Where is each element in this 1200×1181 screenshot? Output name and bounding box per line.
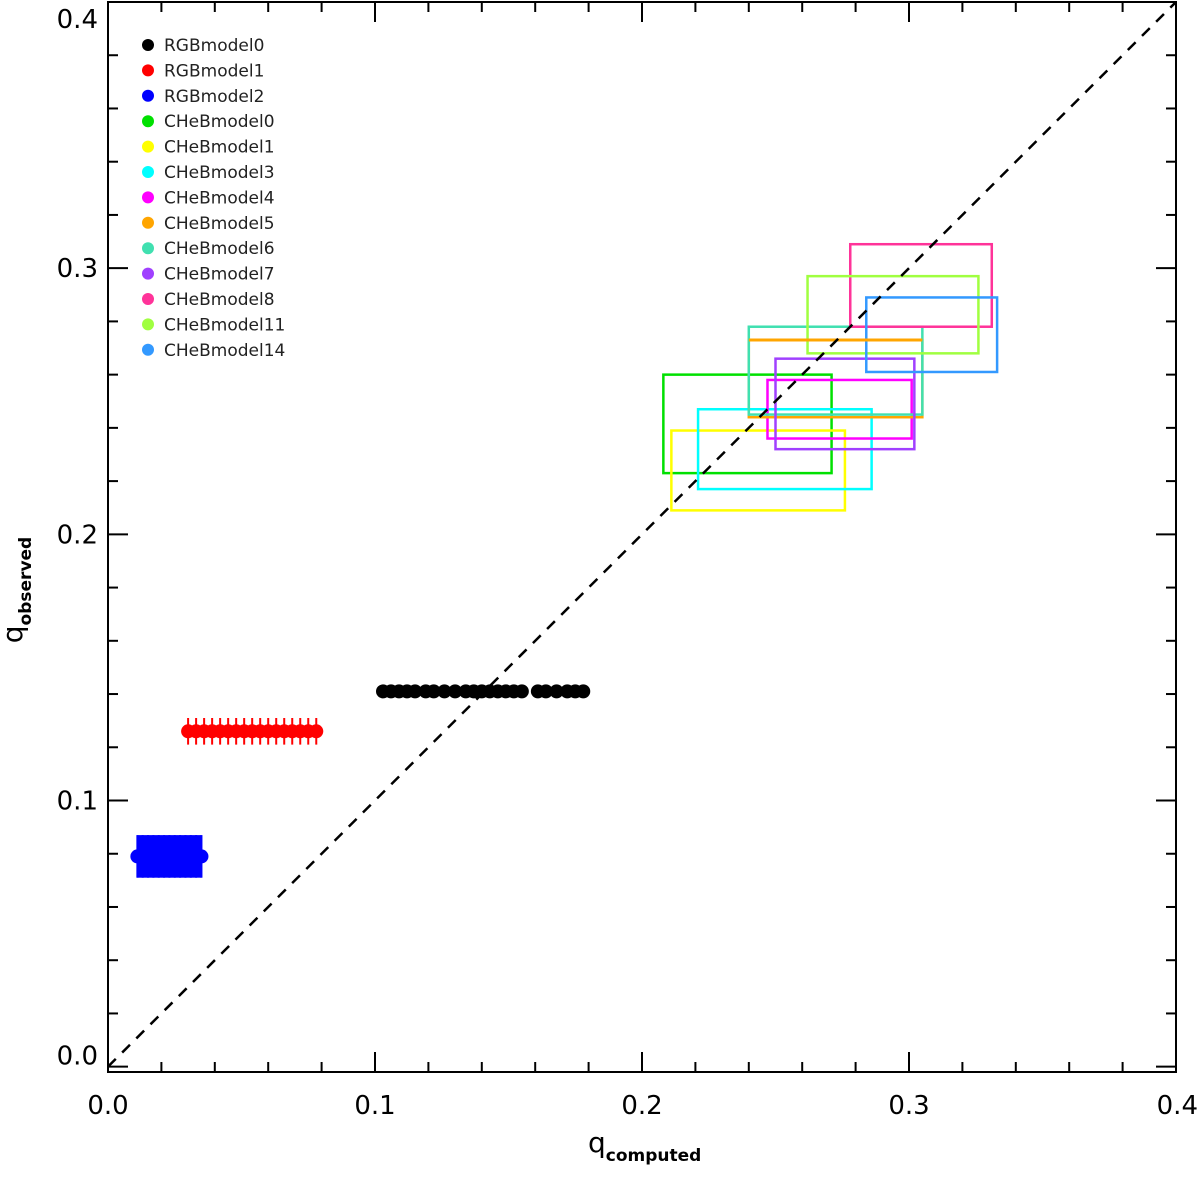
y-tick-label: 0.4 bbox=[57, 5, 98, 35]
box-chebmodel14 bbox=[865, 296, 999, 374]
x-tick-label: 0.4 bbox=[1157, 1091, 1198, 1121]
y-axis-label-main: q bbox=[0, 625, 29, 643]
legend-label-chebmodel1: CHeBmodel1 bbox=[164, 138, 275, 158]
point-rgbmodel0 bbox=[514, 684, 529, 699]
legend-marker-chebmodel11 bbox=[142, 318, 154, 331]
y-tick-label: 0.2 bbox=[57, 520, 98, 550]
point-rgbmodel0 bbox=[408, 684, 423, 699]
x-tick-labels: 0.0 0.1 0.2 0.3 0.4 bbox=[87, 1091, 1198, 1121]
legend-label-chebmodel4: CHeBmodel4 bbox=[164, 188, 275, 208]
legend-label-rgbmodel2: RGBmodel2 bbox=[164, 87, 264, 107]
box-chebmodel11 bbox=[806, 274, 980, 355]
box-chebmodel6 bbox=[747, 325, 924, 416]
legend-marker-chebmodel6 bbox=[142, 242, 154, 255]
legend-label-chebmodel6: CHeBmodel6 bbox=[164, 239, 275, 259]
legend-marker-chebmodel4 bbox=[142, 191, 154, 204]
axis-ticks bbox=[107, 1, 1177, 1072]
legend-marker-chebmodel3 bbox=[142, 166, 154, 178]
x-tick-label: 0.1 bbox=[354, 1091, 395, 1121]
legend-marker-chebmodel8 bbox=[142, 293, 154, 305]
legend-marker-chebmodel14 bbox=[142, 343, 154, 356]
box-chebmodel7 bbox=[774, 357, 916, 451]
legend-label-chebmodel11: CHeBmodel11 bbox=[164, 315, 285, 335]
x-tick-label: 0.3 bbox=[888, 1091, 929, 1121]
box-chebmodel0 bbox=[662, 373, 833, 475]
legend-marker-rgbmodel0 bbox=[142, 39, 154, 51]
point-rgbmodel0 bbox=[549, 684, 564, 699]
legend-label-chebmodel14: CHeBmodel14 bbox=[164, 341, 285, 361]
legend-marker-rgbmodel1 bbox=[142, 64, 154, 77]
point-rgbmodel1 bbox=[309, 724, 324, 739]
box-chebmodel4 bbox=[766, 378, 913, 440]
x-axis-label: qcomputed bbox=[588, 1126, 701, 1166]
point-rgbmodel0 bbox=[448, 684, 463, 699]
box-chebmodel8 bbox=[849, 242, 994, 328]
legend-label-chebmodel3: CHeBmodel3 bbox=[164, 163, 275, 183]
x-tick-label: 0.0 bbox=[87, 1091, 128, 1121]
legend-label-rgbmodel0: RGBmodel0 bbox=[164, 36, 264, 56]
legend-label-chebmodel7: CHeBmodel7 bbox=[164, 265, 275, 285]
y-tick-labels: 0.0 0.1 0.2 0.3 0.4 bbox=[57, 5, 98, 1072]
legend-marker-rgbmodel2 bbox=[142, 89, 154, 102]
x-axis-label-sub: computed bbox=[606, 1146, 702, 1166]
errorband-rgbmodel2 bbox=[137, 835, 202, 878]
legend-label-chebmodel8: CHeBmodel8 bbox=[164, 290, 275, 310]
legend: RGBmodel0 RGBmodel1 RGBmodel2 CHeBmodel0 CHe… bbox=[142, 36, 285, 361]
y-axis-label: qobserved bbox=[0, 537, 36, 643]
y-axis-label-sub: observed bbox=[16, 537, 36, 626]
y-tick-label: 0.3 bbox=[57, 254, 98, 284]
point-rgbmodel0 bbox=[437, 684, 452, 699]
point-rgbmodel0 bbox=[538, 684, 553, 699]
legend-marker-chebmodel7 bbox=[142, 267, 154, 280]
legend-marker-chebmodel1 bbox=[142, 140, 154, 153]
legend-label-chebmodel0: CHeBmodel0 bbox=[164, 112, 275, 132]
legend-label-rgbmodel1: RGBmodel1 bbox=[164, 61, 264, 81]
box-chebmodel1 bbox=[670, 429, 847, 512]
y-tick-label: 0.1 bbox=[57, 787, 98, 817]
point-rgbmodel0 bbox=[576, 684, 591, 699]
legend-marker-chebmodel5 bbox=[142, 216, 154, 229]
legend-marker-chebmodel0 bbox=[142, 115, 154, 128]
y-tick-label: 0.0 bbox=[57, 1042, 98, 1072]
point-rgbmodel0 bbox=[426, 684, 441, 699]
x-axis-label-main: q bbox=[588, 1126, 606, 1159]
x-tick-label: 0.2 bbox=[621, 1091, 662, 1121]
rgb-model-points bbox=[130, 684, 591, 878]
legend-label-chebmodel5: CHeBmodel5 bbox=[164, 214, 275, 234]
cheb-model-boxes bbox=[662, 242, 999, 512]
